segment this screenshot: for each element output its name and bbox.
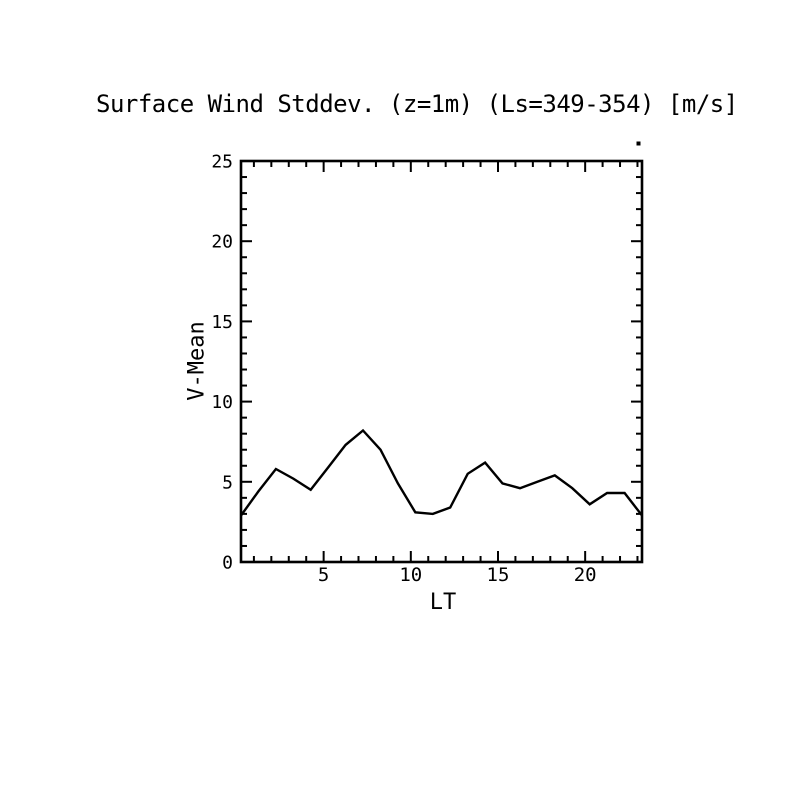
x-tick-label: 15 — [487, 564, 510, 586]
y-tick-label: 15 — [211, 312, 233, 333]
x-tick-label: 5 — [318, 564, 329, 586]
y-tick-label: 0 — [222, 553, 233, 574]
y-tick-label: 25 — [211, 152, 233, 173]
x-tick-label: 10 — [399, 564, 422, 586]
y-tick-label: 5 — [222, 472, 233, 493]
x-tick-label: 20 — [574, 564, 597, 586]
stray-dot — [636, 141, 641, 146]
y-tick-label: 10 — [211, 392, 233, 413]
chart-title: Surface Wind Stddev. (z=1m) (Ls=349-354)… — [96, 90, 738, 118]
y-tick-label: 20 — [211, 232, 233, 253]
axis-frame — [239, 159, 644, 564]
data-line — [240, 428, 643, 517]
x-axis-label: LT — [429, 590, 457, 615]
